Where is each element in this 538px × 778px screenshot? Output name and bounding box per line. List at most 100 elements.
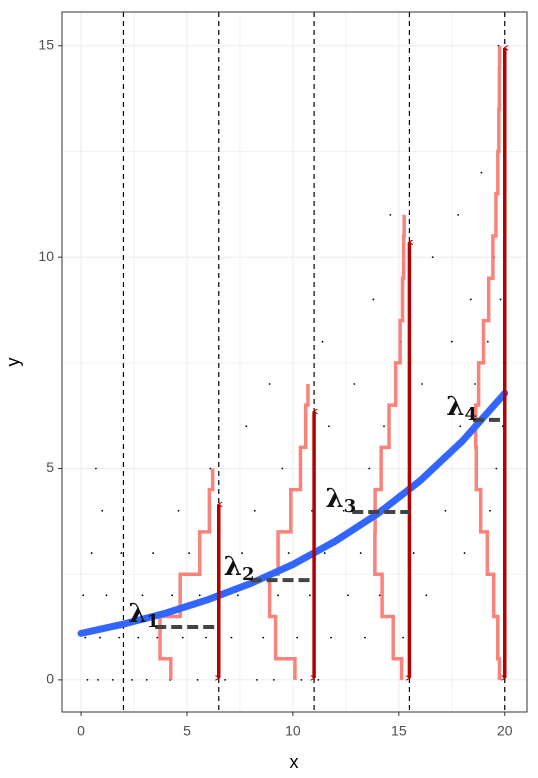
data-point	[444, 509, 447, 512]
data-point	[209, 467, 212, 470]
fitted-curve	[77, 389, 509, 637]
lambda-symbol: λ	[128, 599, 146, 629]
data-point	[196, 678, 199, 681]
data-point	[321, 340, 324, 343]
data-point	[378, 594, 381, 597]
data-point	[431, 256, 434, 259]
data-point	[262, 636, 265, 639]
data-point	[131, 678, 133, 681]
data-point	[300, 678, 303, 681]
data-point	[342, 509, 345, 512]
x-tick-label: 5	[183, 723, 191, 739]
data-point	[383, 425, 385, 428]
data-point	[457, 213, 460, 216]
data-point	[368, 467, 371, 470]
data-point	[82, 594, 85, 597]
data-point	[181, 636, 184, 639]
data-point	[84, 636, 87, 639]
data-point	[255, 678, 258, 681]
data-point	[330, 636, 332, 639]
data-point	[205, 636, 207, 639]
data-point	[118, 636, 121, 639]
lambda-label: λ4	[446, 392, 477, 425]
data-point	[177, 509, 180, 512]
x-tick-label: 10	[285, 723, 301, 739]
data-point	[94, 467, 97, 470]
lambda-subscript: 2	[242, 564, 255, 585]
data-point	[469, 298, 472, 301]
data-point	[281, 467, 284, 470]
lambda-symbol: λ	[224, 552, 242, 582]
data-point	[421, 383, 424, 385]
x-axis-label: x	[290, 752, 299, 772]
data-point	[171, 594, 174, 597]
data-point	[241, 552, 243, 554]
x-tick-label: 15	[391, 723, 407, 739]
data-point	[450, 340, 453, 343]
data-point	[359, 552, 362, 554]
data-point	[245, 425, 248, 428]
lambda-label: λ2	[224, 552, 255, 585]
plot-frame	[61, 11, 528, 713]
y-tick-label: 0	[46, 671, 54, 687]
data-point	[489, 509, 491, 512]
data-point	[364, 636, 366, 639]
data-point	[90, 552, 93, 554]
data-point	[463, 552, 466, 554]
data-point	[152, 552, 154, 554]
data-point	[224, 678, 227, 681]
lambda-subscript: 1	[147, 611, 160, 632]
lambda-subscript: 3	[344, 496, 357, 517]
data-point	[328, 425, 330, 428]
data-point	[353, 383, 356, 385]
data-point	[120, 552, 123, 554]
data-point	[145, 678, 148, 681]
data-point	[230, 636, 233, 639]
y-tick-label: 10	[38, 248, 54, 264]
data-point	[495, 467, 498, 470]
data-point	[287, 552, 290, 554]
data-point	[156, 636, 159, 639]
data-point	[412, 552, 415, 554]
data-point	[317, 678, 320, 681]
data-point	[389, 213, 392, 216]
data-point	[137, 636, 140, 639]
data-point	[253, 509, 256, 512]
y-tick-label: 15	[38, 37, 54, 53]
lambda-label: λ1	[128, 599, 159, 632]
data-point	[347, 594, 349, 597]
data-point	[141, 594, 144, 597]
data-point	[111, 678, 114, 681]
data-point	[86, 678, 89, 681]
data-point	[277, 594, 279, 597]
x-tick-label: 0	[77, 723, 85, 739]
lambda-label: λ3	[325, 484, 356, 517]
data-point	[402, 636, 404, 639]
data-point	[474, 383, 476, 385]
data-point	[459, 425, 462, 428]
data-point	[198, 594, 201, 597]
data-point	[101, 509, 104, 512]
data-point	[188, 552, 191, 554]
data-point	[486, 340, 489, 343]
lambda-symbol: λ	[325, 484, 343, 514]
data-point	[272, 678, 275, 681]
y-tick-label: 5	[46, 459, 54, 475]
data-point	[268, 383, 271, 385]
data-point	[499, 298, 502, 301]
poisson-distribution	[373, 214, 406, 680]
poisson-distribution	[158, 468, 215, 680]
poisson-distribution	[473, 45, 502, 680]
lambda-symbol: λ	[446, 392, 464, 422]
lambda-subscript: 4	[464, 404, 477, 425]
data-point	[425, 594, 428, 597]
data-point	[236, 594, 239, 597]
x-tick-label: 20	[497, 723, 513, 739]
data-point	[99, 636, 102, 639]
data-point	[480, 171, 483, 174]
data-point	[323, 552, 326, 554]
data-point	[105, 594, 108, 597]
poisson-distribution	[267, 383, 310, 680]
data-point	[97, 678, 99, 681]
